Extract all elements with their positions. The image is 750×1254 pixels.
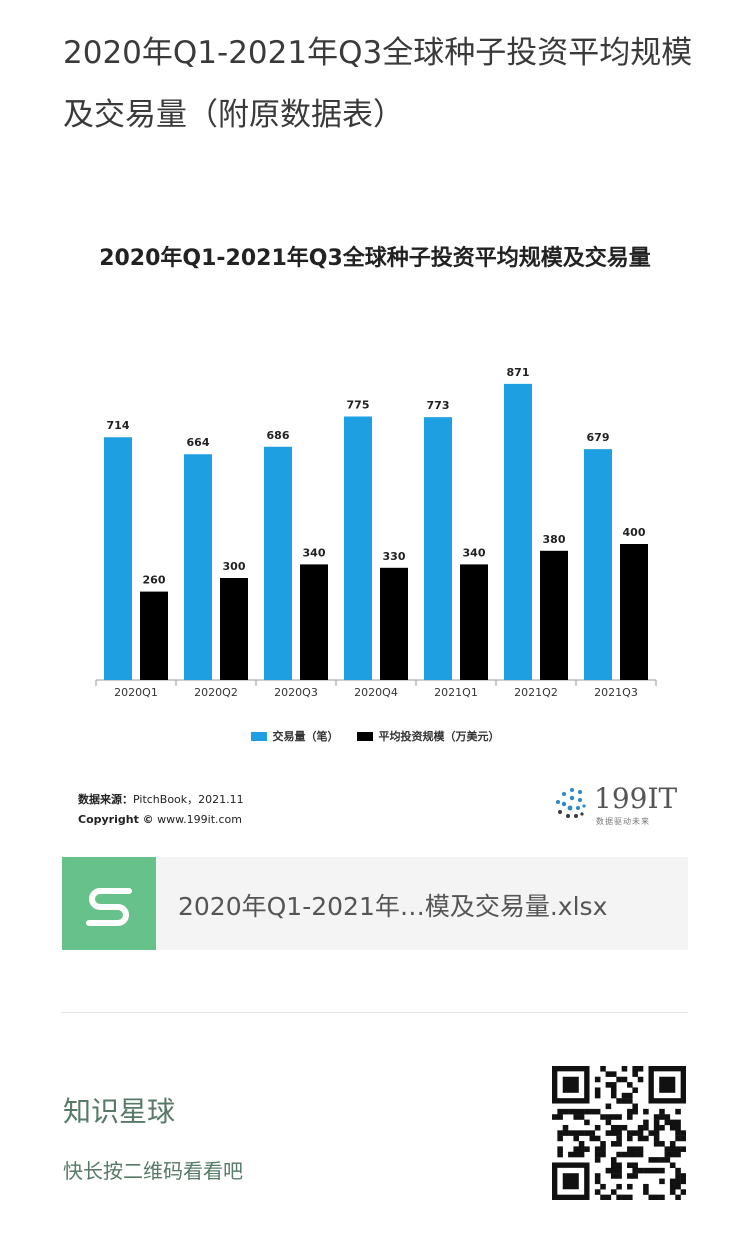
divider (62, 1012, 688, 1013)
bar-value-label: 773 (427, 399, 450, 412)
bar-volume (104, 437, 132, 680)
zsxq-title: 知识星球 (63, 1095, 176, 1128)
spreadsheet-s-icon (62, 857, 156, 950)
x-tick-label: 2020Q2 (194, 686, 238, 699)
attachment-file-card[interactable]: 2020年Q1-2021年…模及交易量.xlsx (62, 857, 688, 950)
bar-volume (504, 383, 532, 680)
bar-volume (184, 454, 212, 680)
x-tick-label: 2020Q4 (354, 686, 398, 699)
bar-value-label: 340 (463, 546, 486, 559)
bar-value-label: 400 (623, 526, 646, 539)
attachment-filename: 2020年Q1-2021年…模及交易量.xlsx (178, 892, 608, 921)
source-text: PitchBook，2021.11 (133, 793, 244, 806)
bar-avg-size (140, 591, 168, 680)
source-label: 数据来源： (78, 793, 133, 806)
qr-code-icon[interactable] (552, 1066, 686, 1200)
chart-legend: 交易量（笔） 平均投资规模（万美元） (30, 728, 720, 744)
bar-avg-size (220, 578, 248, 680)
bar-volume (264, 446, 292, 680)
bar-value-label: 714 (107, 419, 130, 432)
bar-value-label: 686 (267, 429, 290, 442)
bar-avg-size (460, 564, 488, 680)
bar-avg-size (620, 544, 648, 680)
brand-logo: 199IT 数据驱动未来 (550, 782, 690, 828)
bar-value-label: 300 (223, 560, 246, 573)
copyright-text: www.199it.com (157, 813, 243, 826)
chart-image: 2020年Q1-2021年Q3全球种子投资平均规模及交易量 714 260 2020… (30, 220, 720, 840)
copyright-label: Copyright © (78, 813, 154, 826)
legend-label-avg: 平均投资规模（万美元） (378, 730, 500, 743)
legend-label-volume: 交易量（笔） (272, 730, 339, 743)
bar-value-label: 679 (587, 431, 610, 444)
dot-sphere-icon (556, 788, 586, 818)
logo-text: 199IT (594, 782, 678, 815)
bar-value-label: 871 (507, 366, 530, 379)
legend-swatch-black (356, 731, 373, 741)
chart-source: 数据来源：PitchBook，2021.11 Copyright © www.1… (78, 790, 244, 830)
x-tick-label: 2021Q1 (434, 686, 478, 699)
bar-volume (584, 449, 612, 680)
chart-title: 2020年Q1-2021年Q3全球种子投资平均规模及交易量 (99, 246, 651, 271)
zsxq-hint: 快长按二维码看看吧 (63, 1159, 243, 1183)
page-title: 2020年Q1-2021年Q3全球种子投资平均规模及交易量（附原数据表） (63, 35, 693, 133)
bar-chart: 714 260 2020Q1 664 300 2020Q2 686 340 2020Q3 775 3… (95, 366, 657, 699)
bar-volume (424, 417, 452, 680)
bar-value-label: 380 (543, 533, 566, 546)
bar-value-label: 775 (347, 399, 370, 412)
bar-value-label: 330 (383, 550, 406, 563)
x-tick-label: 2020Q3 (274, 686, 318, 699)
logo-tagline: 数据驱动未来 (596, 817, 650, 826)
legend-swatch-blue (250, 731, 267, 741)
bar-avg-size (380, 567, 408, 680)
x-tick-label: 2020Q1 (114, 686, 158, 699)
bar-value-label: 664 (187, 436, 210, 449)
x-tick-label: 2021Q2 (514, 686, 558, 699)
bar-avg-size (540, 550, 568, 680)
bar-volume (344, 416, 372, 680)
bar-value-label: 340 (303, 546, 326, 559)
legend-item-volume: 交易量（笔） (250, 728, 339, 744)
bar-value-label: 260 (143, 574, 166, 587)
legend-item-avg: 平均投资规模（万美元） (356, 728, 500, 744)
x-tick-label: 2021Q3 (594, 686, 638, 699)
bar-avg-size (300, 564, 328, 680)
